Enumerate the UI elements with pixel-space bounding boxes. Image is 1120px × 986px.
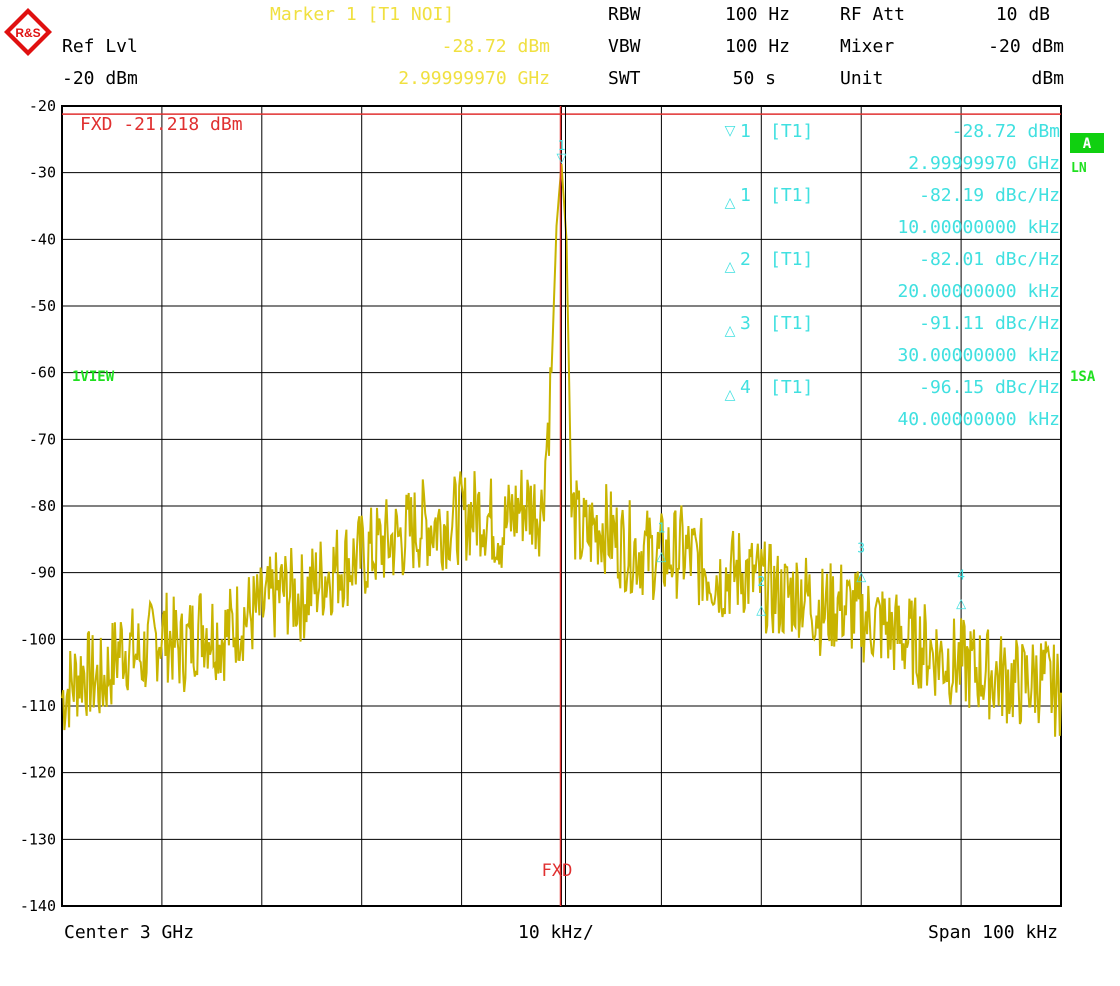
marker-row-value: -82.19 dBc/Hz — [919, 185, 1060, 206]
ln-label: LN — [1071, 161, 1087, 176]
rbw-value: 100 Hz — [725, 4, 790, 25]
footer: Center 3 GHz 10 kHz/ Span 100 kHz — [64, 922, 1058, 943]
marker-points: ▽1△1△2 △3△4 — [557, 139, 967, 618]
marker-row-freq: 40.00000000 kHz — [897, 409, 1060, 430]
marker-row-number: 1 — [740, 121, 751, 142]
plot-grid — [61, 105, 1062, 907]
marker-row-trace: [T1] — [770, 313, 813, 334]
marker-row-trace: [T1] — [770, 249, 813, 270]
marker-row-trace: [T1] — [770, 377, 813, 398]
marker-point-symbol: △ — [856, 570, 866, 585]
marker-row-symbol: △ — [725, 195, 736, 211]
vbw-label: VBW — [608, 36, 641, 57]
side-labels: A LN 1SA 1VIEW — [72, 133, 1104, 385]
marker-row-symbol: △ — [725, 387, 736, 403]
y-tick-label: -70 — [29, 430, 56, 448]
trace-line — [61, 163, 1062, 737]
y-tick-label: -60 — [29, 364, 56, 382]
logo-text: R&S — [15, 26, 40, 40]
footer-center: Center 3 GHz — [64, 922, 194, 943]
marker-title: Marker 1 [T1 NOI] — [270, 4, 454, 25]
marker-row-symbol: △ — [725, 323, 736, 339]
rbw-label: RBW — [608, 4, 641, 25]
marker-row-number: 3 — [740, 313, 751, 334]
sa-label: 1SA — [1070, 369, 1096, 385]
y-tick-label: -80 — [29, 497, 56, 515]
ref-lvl-value: -20 dBm — [62, 68, 138, 89]
a-box — [1070, 133, 1104, 153]
marker-row-trace: [T1] — [770, 185, 813, 206]
y-tick-label: -20 — [29, 97, 56, 115]
marker-point-symbol: △ — [656, 550, 666, 565]
marker-row-number: 4 — [740, 377, 751, 398]
marker-point-symbol: △ — [956, 596, 966, 611]
mixer-value: -20 dBm — [988, 36, 1064, 57]
y-tick-labels: -20 -30 -40 -50 -60 -70 -80 -90 -100 -110 -120 -130… — [20, 97, 56, 915]
marker-row-freq: 20.00000000 kHz — [897, 281, 1060, 302]
marker-row-value: -82.01 dBc/Hz — [919, 249, 1060, 270]
y-tick-label: -140 — [20, 897, 56, 915]
marker-point-symbol: ▽ — [557, 151, 567, 166]
y-tick-label: -100 — [20, 630, 56, 648]
marker-row-value: -91.11 dBc/Hz — [919, 313, 1060, 334]
marker-level: -28.72 dBm — [442, 36, 550, 57]
fxd-label: FXD -21.218 dBm — [80, 114, 243, 135]
marker-point-symbol: △ — [756, 603, 766, 618]
rfatt-value: 10 dB — [996, 4, 1050, 25]
marker-point-label: 4 — [957, 568, 965, 583]
marker-row-trace: [T1] — [770, 121, 813, 142]
marker-row-symbol: △ — [725, 259, 736, 275]
marker-row-value: -28.72 dBm — [952, 121, 1060, 142]
fxd-lines — [62, 106, 1061, 906]
marker-point-label: 1 — [657, 522, 665, 537]
a-box-text: A — [1083, 136, 1092, 152]
rfatt-label: RF Att — [840, 4, 905, 25]
y-tick-label: -130 — [20, 830, 56, 848]
mixer-label: Mixer — [840, 36, 894, 57]
marker-point-label: 2 — [757, 575, 765, 590]
unit-label: Unit — [840, 68, 883, 89]
marker-point-label: 1 — [558, 139, 566, 154]
unit-value: dBm — [1031, 68, 1064, 89]
marker-row-symbol: ▽ — [725, 123, 736, 139]
swt-label: SWT — [608, 68, 641, 89]
ref-lvl-label: Ref Lvl — [62, 36, 138, 57]
marker-row-freq: 30.00000000 kHz — [897, 345, 1060, 366]
marker-freq: 2.99999970 GHz — [398, 68, 550, 89]
y-tick-label: -50 — [29, 297, 56, 315]
y-tick-label: -110 — [20, 697, 56, 715]
view-label: 1VIEW — [72, 369, 115, 385]
marker-row-number: 2 — [740, 249, 751, 270]
swt-value: 50 s — [733, 68, 776, 89]
y-tick-label: -30 — [29, 164, 56, 182]
y-tick-label: -40 — [29, 230, 56, 248]
vbw-value: 100 Hz — [725, 36, 790, 57]
marker-row-value: -96.15 dBc/Hz — [919, 377, 1060, 398]
marker-row-number: 1 — [740, 185, 751, 206]
footer-span: Span 100 kHz — [928, 922, 1058, 943]
y-tick-label: -120 — [20, 764, 56, 782]
rs-logo: R&S — [4, 8, 52, 56]
marker-row-freq: 2.99999970 GHz — [908, 153, 1060, 174]
fxd-bottom-label: FXD — [542, 861, 573, 881]
marker-row-freq: 10.00000000 kHz — [897, 217, 1060, 238]
marker-point-label: 3 — [857, 542, 865, 557]
y-tick-label: -90 — [29, 564, 56, 582]
header: Marker 1 [T1 NOI] Ref Lvl -20 dBm -28.72… — [62, 4, 1064, 89]
footer-div: 10 kHz/ — [518, 922, 594, 943]
trace-1 — [61, 163, 1062, 737]
